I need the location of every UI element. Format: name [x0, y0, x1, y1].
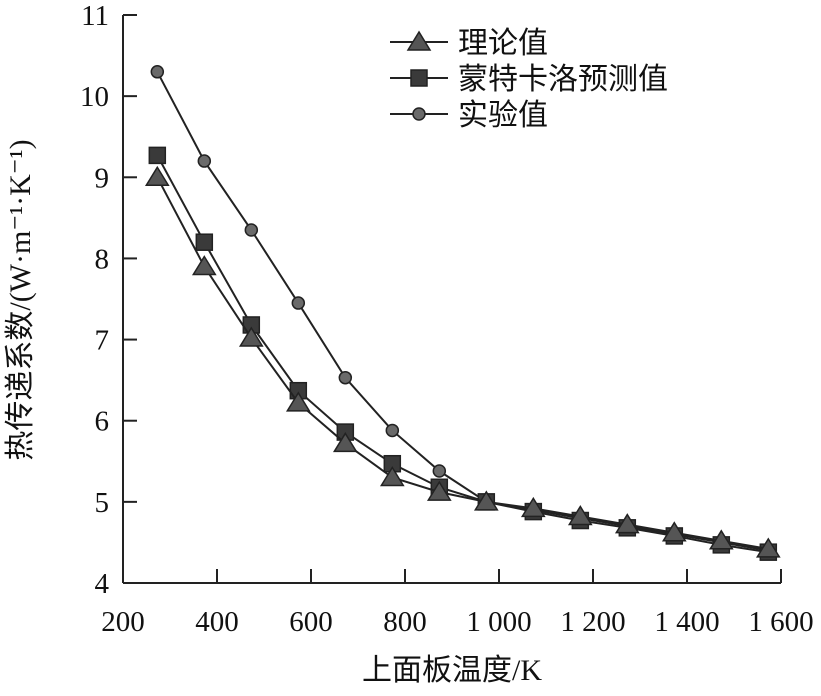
- triangle-marker: [755, 537, 781, 558]
- triangle-marker: [191, 255, 217, 276]
- x-tick-label: 1 200: [560, 606, 625, 638]
- triangle-marker: [708, 529, 734, 550]
- y-tick-label: 8: [95, 243, 110, 275]
- triangle-marker: [285, 391, 311, 412]
- axes: 200 400 600 800 1 000 1 200 1 400 1 600 4 5 6 7 8 9 10…: [80, 0, 814, 638]
- y-tick-label: 10: [80, 81, 109, 113]
- legend-item: 实验值: [390, 99, 548, 132]
- square-marker: [410, 69, 428, 87]
- y-tick-label: 11: [81, 0, 109, 32]
- square-marker: [195, 233, 214, 251]
- legend-item: 理论值: [390, 27, 548, 60]
- triangle-marker: [473, 490, 499, 511]
- triangle-marker: [238, 326, 264, 347]
- triangle-marker: [426, 480, 452, 501]
- triangle-marker: [661, 521, 687, 542]
- triangle-marker: [614, 513, 640, 534]
- series-square: [148, 146, 778, 561]
- triangle-marker: [406, 30, 432, 51]
- circle-marker: [244, 223, 259, 237]
- series-circle: [150, 65, 776, 558]
- circle-marker: [291, 296, 306, 310]
- x-tick-label: 600: [289, 606, 333, 638]
- y-tick-label: 7: [95, 325, 110, 357]
- x-tick-label: 1 400: [654, 606, 719, 638]
- legend-label: 理论值: [458, 27, 548, 60]
- circle-marker: [338, 370, 353, 385]
- legend-label: 蒙特卡洛预测值: [458, 63, 668, 96]
- circle-marker: [150, 65, 165, 79]
- circle-marker: [197, 154, 212, 168]
- series-line: [156, 71, 769, 552]
- triangle-marker: [567, 505, 593, 526]
- y-tick-label: 9: [95, 162, 110, 194]
- series-triangle: [144, 165, 781, 558]
- x-axis-label: 上面板温度/K: [362, 654, 542, 687]
- y-tick-label: 4: [95, 568, 110, 600]
- legend-item: 蒙特卡洛预测值: [390, 63, 668, 96]
- circle-marker: [385, 423, 400, 438]
- x-tick-label: 1 000: [466, 606, 531, 638]
- x-tick-label: 1 600: [748, 606, 813, 638]
- circle-marker: [432, 464, 447, 478]
- x-tick-label: 400: [195, 606, 239, 638]
- series-line: [156, 176, 769, 550]
- triangle-marker: [144, 165, 170, 187]
- series-line: [156, 154, 769, 554]
- y-tick-label: 5: [95, 487, 110, 519]
- triangle-marker: [332, 431, 358, 453]
- y-axis-label: 热传递系数/(W·m⁻¹·K⁻¹): [4, 139, 37, 460]
- triangle-marker: [379, 466, 405, 487]
- x-tick-label: 800: [383, 606, 427, 638]
- series-layer: [144, 65, 781, 561]
- y-tick-label: 6: [95, 406, 110, 438]
- circle-marker: [412, 107, 426, 121]
- square-marker: [148, 146, 167, 165]
- x-tick-label: 200: [101, 606, 145, 638]
- triangle-marker: [520, 496, 546, 518]
- legend-label: 实验值: [458, 99, 548, 132]
